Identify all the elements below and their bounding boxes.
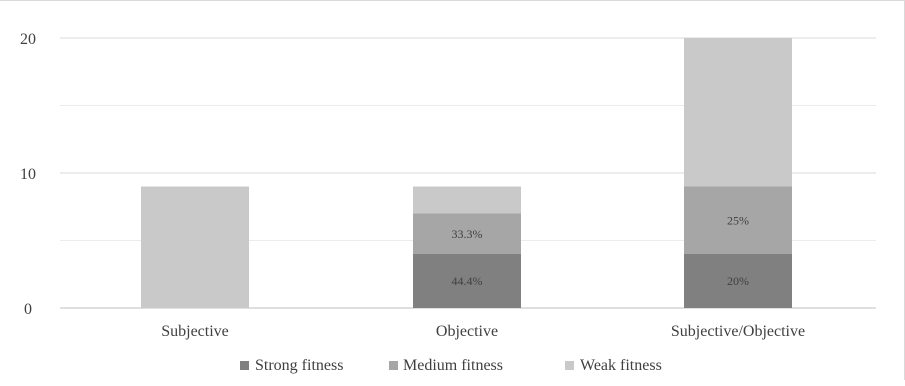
bar-segment: [413, 254, 521, 308]
bar-segment: [413, 213, 521, 254]
x-tick-label: Subjective: [161, 323, 229, 340]
bar-segment: [141, 186, 249, 308]
x-axis-tick-labels: Subjective Objective Subjective/Objective: [161, 323, 805, 340]
bar-segment: [684, 186, 792, 254]
legend-label: Strong fitness: [255, 357, 343, 374]
data-label: 25%: [727, 213, 749, 227]
bar-segment: [413, 186, 521, 214]
legend-swatch: [389, 361, 398, 370]
x-tick-label: Subjective/Objective: [671, 323, 805, 340]
x-tick-label: Objective: [436, 323, 498, 340]
legend-item: Strong fitness: [240, 357, 343, 374]
legend-label: Medium fitness: [403, 357, 503, 374]
data-label: 20%: [727, 274, 749, 288]
legend-item: Weak fitness: [565, 357, 662, 374]
y-tick-label: 10: [20, 166, 36, 183]
data-label: 33.3%: [452, 227, 483, 241]
bar-segment: [684, 38, 792, 187]
legend-item: Medium fitness: [389, 357, 503, 374]
y-tick-label: 20: [20, 31, 36, 48]
bars: 44.4% 33.3% 20% 25%: [141, 38, 792, 308]
legend-swatch: [565, 361, 574, 370]
y-axis-tick-labels: 0 10 20: [20, 31, 36, 318]
bar-segment: [684, 254, 792, 308]
legend: Strong fitness Medium fitness Weak fitness: [240, 357, 662, 374]
data-label: 44.4%: [452, 274, 483, 288]
legend-swatch: [240, 361, 249, 370]
legend-label: Weak fitness: [580, 357, 662, 374]
y-tick-label: 0: [24, 301, 32, 318]
